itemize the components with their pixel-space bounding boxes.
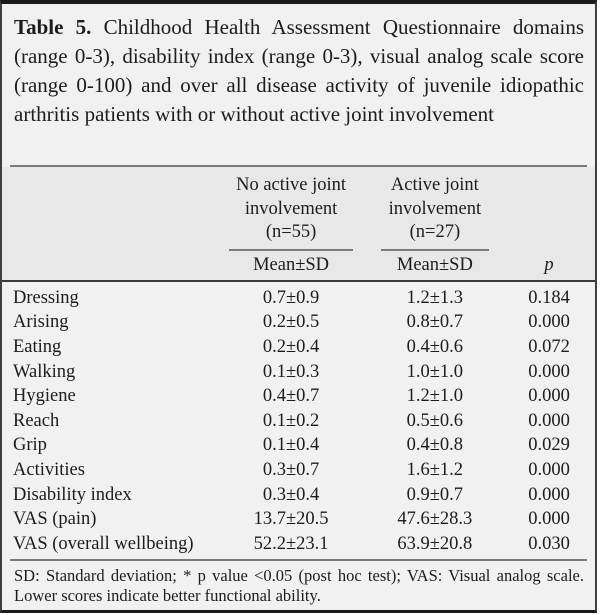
mean-sd-no-active-joint: 0.2±0.4 (262, 336, 320, 357)
row-label: Walking (13, 361, 76, 382)
title-divider (10, 165, 587, 167)
p-value: 0.030 (528, 533, 570, 554)
p-value: 0.000 (528, 410, 570, 431)
table-row: Eating 0.2±0.4 0.4±0.6 0.072 (2, 335, 595, 360)
column-group-no-active-underline (229, 248, 353, 251)
mean-sd-no-active-joint: 0.1±0.4 (262, 435, 320, 456)
subheader-mean-sd-active: Mean±SD (396, 254, 473, 275)
mean-sd-active-joint: 0.4±0.8 (406, 435, 464, 456)
row-label: Eating (13, 336, 62, 357)
mean-sd-no-active-joint: 13.7±20.5 (253, 509, 329, 530)
mean-sd-no-active-joint: 0.2±0.5 (262, 312, 320, 333)
row-label: Activities (13, 459, 85, 480)
mean-sd-active-joint: 1.2±1.3 (406, 287, 464, 308)
footnote-divider (10, 559, 587, 562)
column-group-row: No active joint involvement (n=55) Activ… (2, 174, 595, 251)
table-row: Hygiene 0.4±0.7 1.2±1.0 0.000 (2, 384, 595, 409)
subheader-mean-sd-no-active: Mean±SD (253, 254, 330, 275)
mean-sd-active-joint: 63.9±20.8 (397, 533, 473, 554)
table-title-text: Childhood Health Assessment Questionnair… (14, 15, 584, 126)
mean-sd-active-joint: 0.9±0.7 (406, 484, 464, 505)
column-group-active: Active joint involvement (n=27) (367, 174, 503, 251)
subheader-p: p (544, 254, 554, 275)
table-row: VAS (pain) 13.7±20.5 47.6±28.3 0.000 (2, 507, 595, 532)
column-group-active-underline (380, 248, 490, 251)
table-row: Walking 0.1±0.3 1.0±1.0 0.000 (2, 359, 595, 384)
table-row: VAS (overall wellbeing) 52.2±23.1 63.9±2… (2, 531, 595, 556)
mean-sd-no-active-joint: 0.1±0.2 (262, 410, 320, 431)
column-group-active-label: Active joint involvement (n=27) (388, 175, 482, 242)
p-value: 0.000 (528, 312, 570, 333)
p-value: 0.000 (528, 484, 570, 505)
mean-sd-no-active-joint: 0.7±0.9 (262, 287, 320, 308)
table-row: Arising 0.2±0.5 0.8±0.7 0.000 (2, 310, 595, 335)
table-row: Reach 0.1±0.2 0.5±0.6 0.000 (2, 408, 595, 433)
row-label: Hygiene (13, 386, 76, 407)
p-value: 0.184 (528, 287, 570, 308)
row-label: Arising (13, 312, 69, 333)
subheader-row: Mean±SD Mean±SD p (2, 251, 595, 280)
table-title: Table 5. Childhood Health Assessment Que… (2, 4, 595, 165)
table-row: Grip 0.1±0.4 0.4±0.8 0.029 (2, 433, 595, 458)
mean-sd-no-active-joint: 0.1±0.3 (262, 361, 320, 382)
row-label: VAS (pain) (13, 509, 97, 530)
mean-sd-active-joint: 0.5±0.6 (406, 410, 464, 431)
row-label: Grip (13, 435, 47, 456)
mean-sd-active-joint: 1.2±1.0 (406, 386, 464, 407)
table-header: No active joint involvement (n=55) Activ… (2, 167, 595, 280)
column-group-no-active-label: No active joint involvement (n=55) (236, 175, 347, 242)
p-value: 0.029 (528, 435, 570, 456)
mean-sd-active-joint: 0.8±0.7 (406, 312, 464, 333)
mean-sd-active-joint: 0.4±0.6 (406, 336, 464, 357)
p-value: 0.072 (528, 336, 570, 357)
table-row: Disability index 0.3±0.4 0.9±0.7 0.000 (2, 482, 595, 507)
p-value: 0.000 (528, 509, 570, 530)
mean-sd-no-active-joint: 0.3±0.4 (262, 484, 320, 505)
row-label: Reach (13, 410, 60, 431)
header-bottom-rule (2, 279, 595, 282)
table-body: Dressing 0.7±0.9 1.2±1.3 0.184 Arising 0… (2, 282, 595, 560)
row-label: Dressing (13, 287, 79, 308)
table-footnote: SD: Standard deviation; * p value <0.05 … (14, 566, 584, 606)
row-label: VAS (overall wellbeing) (13, 533, 194, 554)
table-row: Dressing 0.7±0.9 1.2±1.3 0.184 (2, 286, 595, 311)
mean-sd-no-active-joint: 52.2±23.1 (253, 533, 329, 554)
mean-sd-active-joint: 1.0±1.0 (406, 361, 464, 382)
mean-sd-no-active-joint: 0.3±0.7 (262, 459, 320, 480)
p-value: 0.000 (528, 459, 570, 480)
mean-sd-active-joint: 1.6±1.2 (406, 459, 464, 480)
column-group-no-active: No active joint involvement (n=55) (215, 174, 366, 251)
mean-sd-active-joint: 47.6±28.3 (397, 509, 473, 530)
table-row: Activities 0.3±0.7 1.6±1.2 0.000 (2, 458, 595, 483)
table-title-label: Table 5. (14, 15, 92, 39)
row-label: Disability index (13, 484, 132, 505)
p-value: 0.000 (528, 386, 570, 407)
p-value: 0.000 (528, 361, 570, 382)
mean-sd-no-active-joint: 0.4±0.7 (262, 386, 320, 407)
